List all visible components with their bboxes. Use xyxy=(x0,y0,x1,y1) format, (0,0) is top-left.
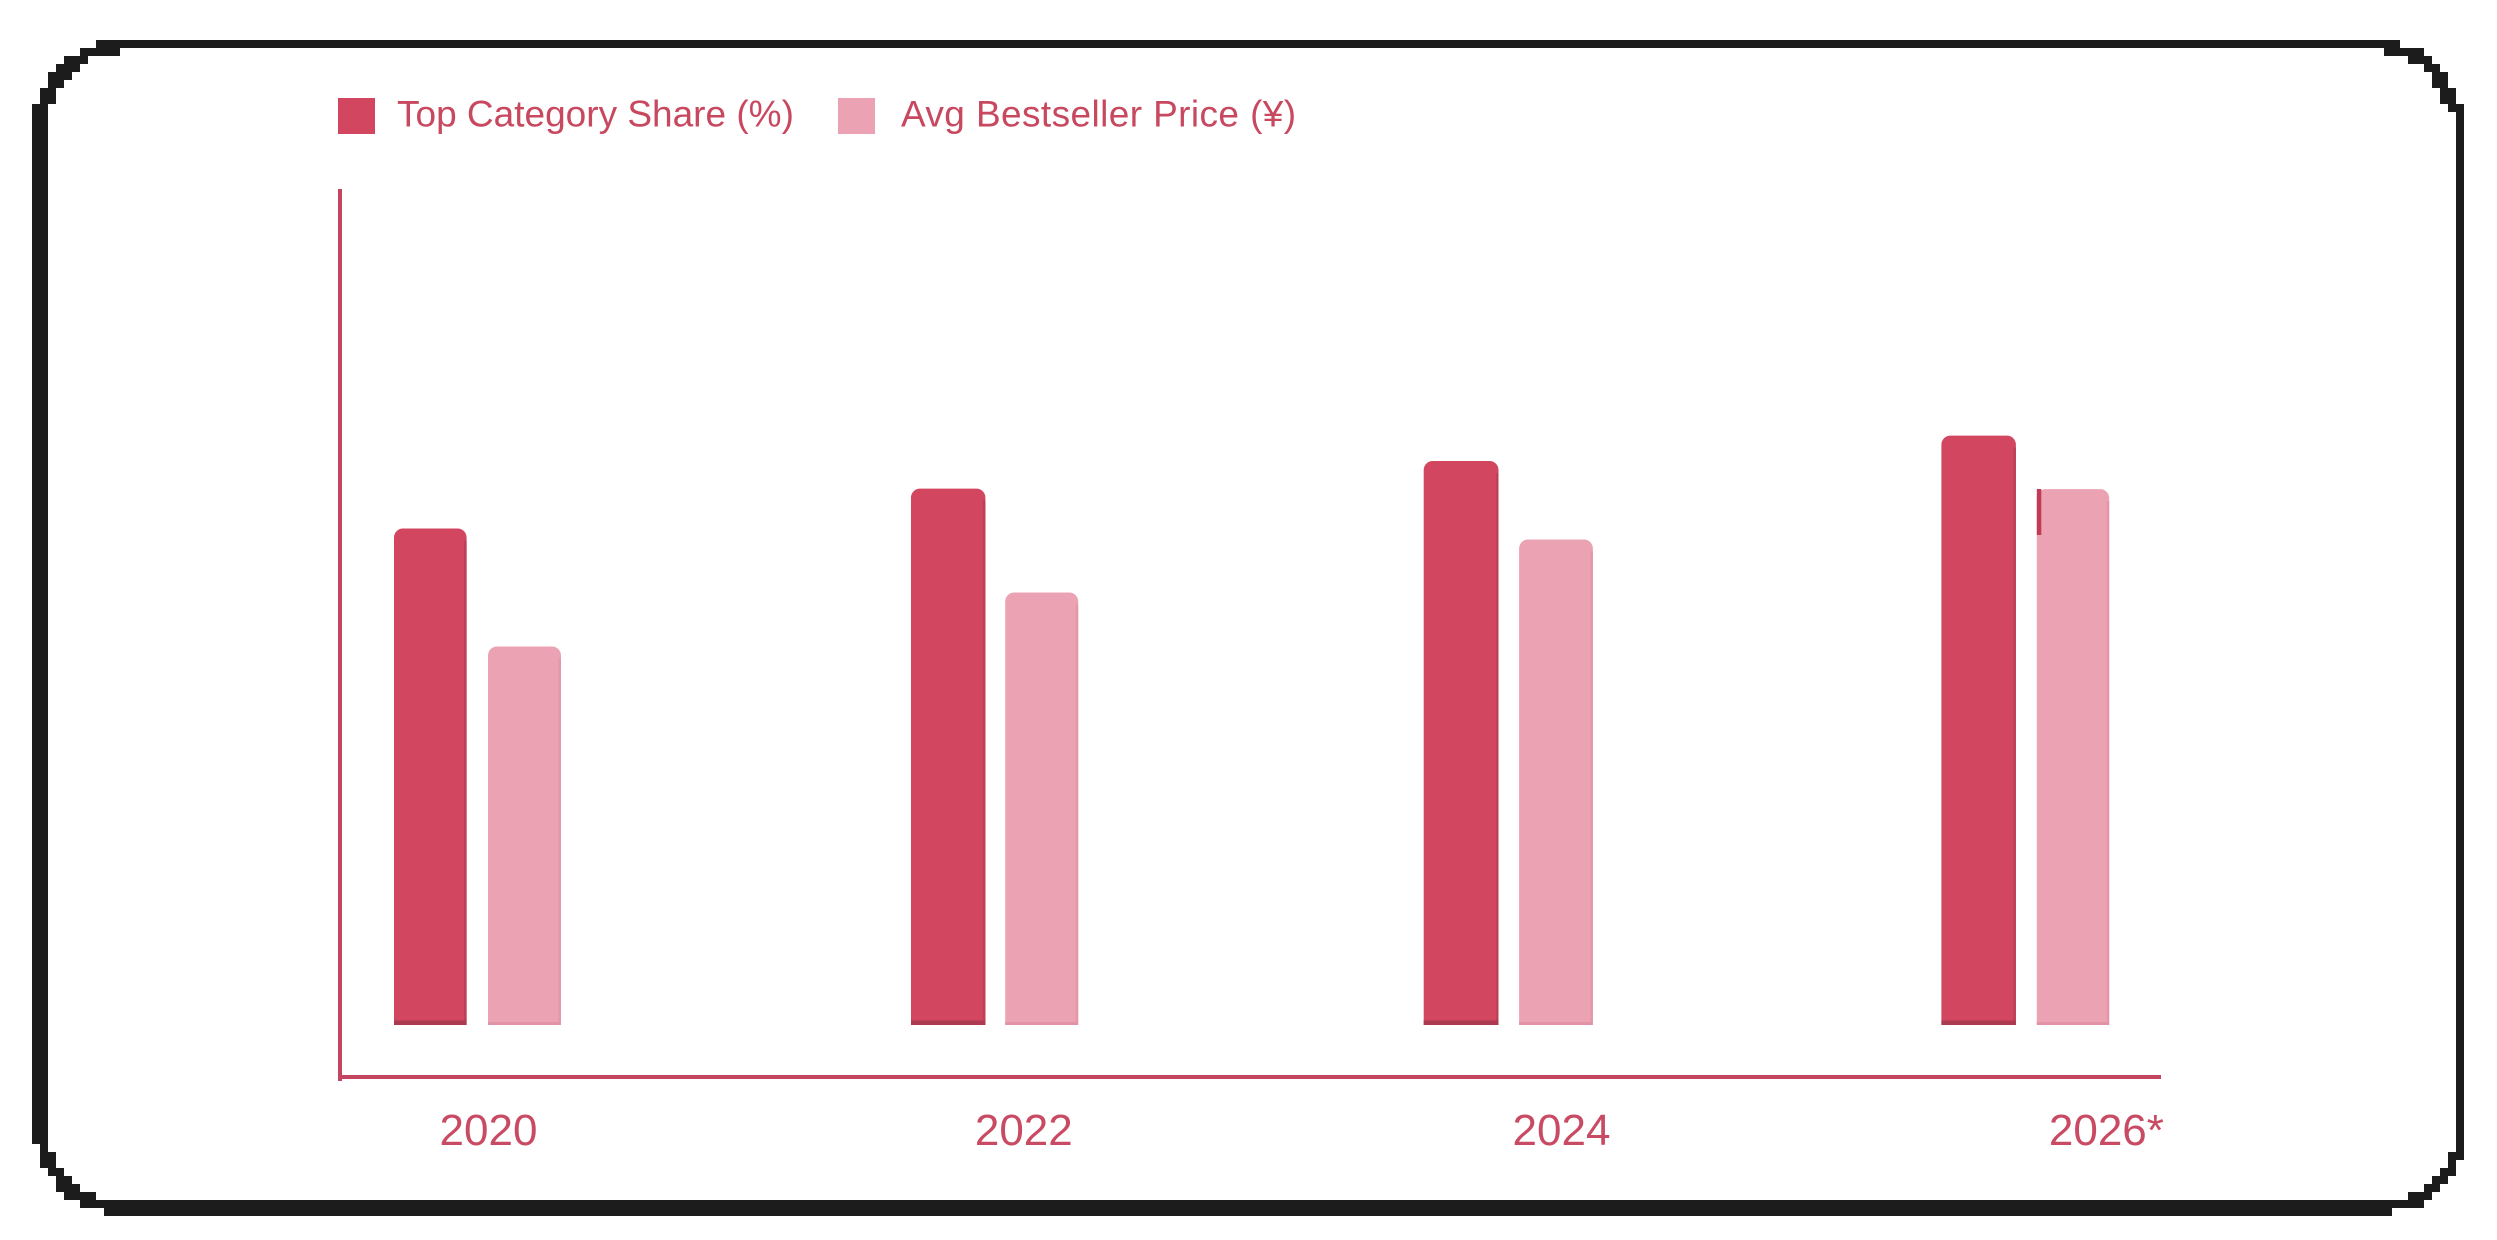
svg-text:2020: 2020 xyxy=(440,1106,538,1155)
svg-text:2022: 2022 xyxy=(975,1106,1073,1155)
svg-text:2024: 2024 xyxy=(1513,1106,1611,1155)
svg-text:2026*: 2026* xyxy=(2049,1106,2164,1155)
svg-text:Top Category Share (%): Top Category Share (%) xyxy=(397,94,794,135)
svg-text:Avg Bestseller Price (¥): Avg Bestseller Price (¥) xyxy=(901,94,1297,135)
